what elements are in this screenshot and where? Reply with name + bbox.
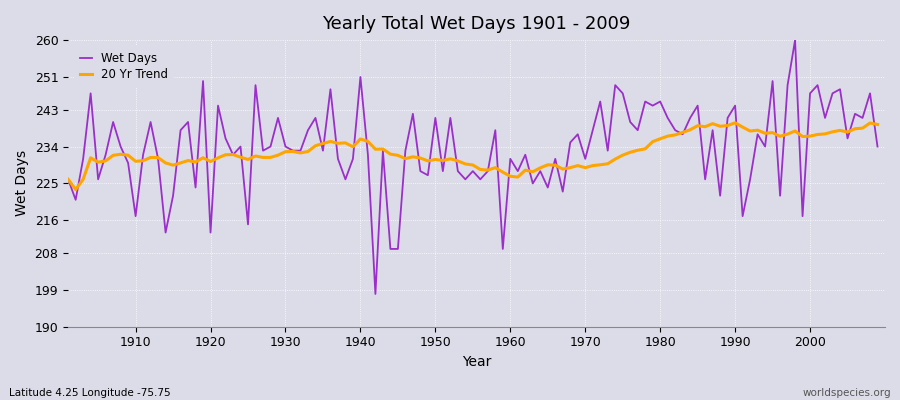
20 Yr Trend xyxy=(872,122,883,127)
Wet Days xyxy=(288,148,299,153)
Wet Days xyxy=(370,292,381,296)
20 Yr Trend xyxy=(512,175,523,180)
20 Yr Trend xyxy=(340,140,351,145)
Line: 20 Yr Trend: 20 Yr Trend xyxy=(68,123,878,190)
Wet Days xyxy=(63,177,74,182)
Text: worldspecies.org: worldspecies.org xyxy=(803,388,891,398)
Text: Latitude 4.25 Longitude -75.75: Latitude 4.25 Longitude -75.75 xyxy=(9,388,171,398)
Wet Days xyxy=(122,160,133,165)
Title: Yearly Total Wet Days 1901 - 2009: Yearly Total Wet Days 1901 - 2009 xyxy=(322,15,631,33)
Legend: Wet Days, 20 Yr Trend: Wet Days, 20 Yr Trend xyxy=(74,46,174,87)
X-axis label: Year: Year xyxy=(462,355,491,369)
Wet Days xyxy=(505,156,516,161)
20 Yr Trend xyxy=(295,150,306,155)
20 Yr Trend xyxy=(730,120,741,125)
Y-axis label: Wet Days: Wet Days xyxy=(15,150,29,216)
Wet Days xyxy=(872,144,883,149)
Line: Wet Days: Wet Days xyxy=(68,40,878,294)
Wet Days xyxy=(789,38,800,42)
Wet Days xyxy=(332,156,343,161)
20 Yr Trend xyxy=(602,161,613,166)
20 Yr Trend xyxy=(70,187,81,192)
20 Yr Trend xyxy=(130,159,141,164)
Wet Days xyxy=(602,148,613,153)
20 Yr Trend xyxy=(63,177,74,182)
Wet Days xyxy=(512,169,523,174)
20 Yr Trend xyxy=(505,174,516,179)
